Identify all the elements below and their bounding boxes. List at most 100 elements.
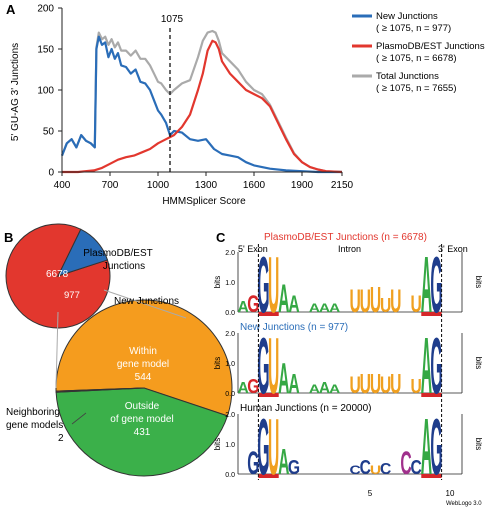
logo-letter-u: U	[360, 284, 371, 320]
logo-letter-g: G	[288, 456, 300, 478]
splice-site-marker	[421, 312, 442, 316]
logo-y-tick-label: 1.0	[225, 442, 235, 449]
connector-line-right	[103, 289, 187, 319]
logo-letter-u: U	[390, 284, 401, 320]
splice-site-marker	[421, 393, 442, 397]
logo-y-tick-label: 0.0	[225, 472, 235, 479]
legend-total-label: Total Junctions	[376, 71, 439, 82]
logo-letter-g: G	[430, 322, 442, 411]
splice-site-marker	[258, 312, 279, 316]
logo-letter-g: G	[247, 375, 259, 397]
splice-site-marker	[421, 474, 442, 478]
pie-bottom-neighbor-label-line1: Neighboring	[6, 407, 60, 418]
logo-letter-c: C	[380, 461, 391, 478]
pie-slice-green	[55, 387, 229, 477]
logo-letter-c: C	[400, 446, 411, 482]
pie-top-plasmo-label-line2: Junctions	[103, 261, 145, 272]
logo-y-tick-label: 0.0	[225, 391, 235, 398]
logo-letter-g: G	[430, 403, 442, 492]
x-tick-label: 700	[102, 180, 119, 191]
splice-site-marker	[258, 393, 279, 397]
logo-letter-u: U	[380, 294, 391, 316]
legend-plasmo-label: PlasmoDB/EST Junctions	[376, 41, 485, 52]
pie-bottom-within-label-line1: Within	[129, 346, 157, 357]
logo-letter-a: A	[309, 301, 320, 315]
logo-letter-a: A	[421, 403, 432, 492]
logo-letter-a: A	[319, 380, 331, 397]
logo-letter-u: U	[390, 367, 401, 399]
logo-letter-g: G	[257, 403, 269, 492]
logo-letter-u: U	[268, 322, 279, 411]
pie-slice-plasmo	[55, 387, 145, 393]
x-axis-label: HMMSplicer Score	[162, 196, 246, 207]
panel-label-c: C	[216, 230, 226, 245]
logo-letter-u: U	[360, 367, 371, 399]
legend-new-label: New Junctions	[376, 11, 438, 22]
logo-letter-c: C	[360, 456, 371, 478]
logo-letter-u: U	[349, 284, 360, 320]
logo-letter-a: A	[278, 278, 289, 321]
logo-y-label: bits	[213, 438, 222, 450]
logo-letter-a: A	[421, 241, 432, 330]
pie-bottom-outside-label-line2: of gene model	[110, 414, 173, 425]
logo-letter-a: A	[329, 382, 340, 396]
threshold-label: 1075	[161, 14, 184, 25]
logo-y-tick-label: 2.0	[225, 412, 235, 419]
pie-bottom-within-label-line2: gene model	[117, 359, 169, 370]
logo-y-tick-label: 1.0	[225, 280, 235, 287]
y-tick-label: 50	[43, 127, 55, 138]
pie-top-plasmo-label-line1: PlasmoDB/EST	[83, 248, 152, 259]
logo-letter-u: U	[349, 373, 360, 399]
pie-chart-top	[5, 223, 111, 329]
y-tick-label: 200	[37, 4, 54, 15]
y-axis-label: 5' GU-AG 3' Junctions	[10, 43, 21, 141]
logo-bottom-title: Human Junctions (n = 20000)	[240, 403, 371, 414]
logo-letter-c: C	[349, 463, 360, 477]
legend-total-detail: ( ≥ 1075, n = 7655)	[376, 83, 456, 94]
x-tick-label: 1900	[291, 180, 314, 191]
splice-site-marker	[258, 474, 279, 478]
logo-y-tick-label: 2.0	[225, 250, 235, 257]
pie-bottom-outside-label-line1: Outside	[125, 401, 160, 412]
logo-letter-c: C	[411, 456, 422, 478]
logo-letter-u: U	[411, 375, 422, 397]
pie-bottom-neighbor-value: 2	[58, 433, 64, 444]
x-tick-label: 1600	[243, 180, 266, 191]
logo-letter-u: U	[380, 373, 391, 399]
pie-bottom-outside-value: 431	[134, 427, 151, 438]
logo-y-tick-label: 0.0	[225, 310, 235, 317]
logo-letter-a: A	[288, 292, 300, 318]
series-line-new	[60, 35, 342, 174]
logo-y-tick-label: 2.0	[225, 331, 235, 338]
logo-letter-a: A	[421, 322, 432, 411]
y-tick-label: 100	[37, 86, 54, 97]
logo-letter-a: A	[288, 367, 299, 399]
pie-top-new-label: New Junctions	[114, 296, 179, 307]
x-tick-label: 2150	[331, 180, 354, 191]
logo-letter-g: G	[257, 322, 269, 411]
line-chart: 0 50 100 150 200 400 700 1000 1300 1600 1900 2150 1…	[10, 4, 354, 208]
logo-exon3-label: 3' Exon	[438, 244, 468, 254]
logo-letter-a: A	[309, 382, 320, 396]
pie-bottom-neighbor-label-line2: gene models	[6, 420, 63, 431]
logo-y-label: bits	[213, 276, 222, 288]
logo-y-tick-label: 1.0	[225, 361, 235, 368]
logo-letter-u: U	[268, 403, 279, 492]
logo-letter-u: U	[411, 292, 422, 318]
logo-letter-a: A	[278, 353, 289, 402]
logo-letter-g: G	[247, 446, 259, 482]
logo-y-label-right: bits	[474, 276, 483, 288]
x-tick-label: 400	[54, 180, 71, 191]
pie-slice-orange	[55, 299, 233, 417]
pie-top-new-value: 977	[64, 290, 80, 301]
logo-top-title: PlasmoDB/EST Junctions (n = 6678)	[264, 232, 427, 243]
pie-bottom-within-value: 544	[135, 372, 152, 383]
series-line-plasmo	[62, 39, 343, 174]
logo-letter-g: G	[257, 241, 269, 330]
logo-letter-u: U	[370, 463, 381, 477]
logo-letter-g: G	[247, 292, 259, 318]
logo-letter-g: G	[430, 241, 442, 330]
logo-letter-a: A	[329, 301, 340, 315]
logo-x-tick-5: 5	[368, 489, 373, 498]
